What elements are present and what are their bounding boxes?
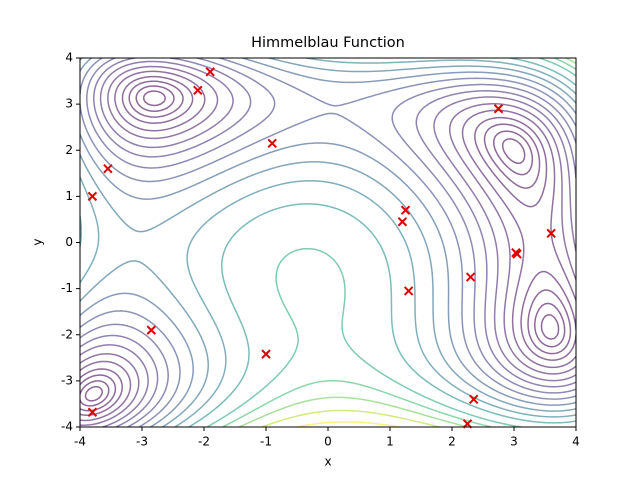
y-tick-label: -4 <box>61 420 73 434</box>
contour-line <box>80 70 576 422</box>
scatter-marker <box>146 325 157 335</box>
scatter-marker <box>205 67 215 77</box>
contour-line <box>238 58 576 427</box>
x-tick-label: -2 <box>198 435 210 449</box>
x-tick-label: -4 <box>74 435 86 449</box>
contour-line <box>80 85 566 407</box>
x-tick-label: 2 <box>448 435 456 449</box>
contour-line <box>84 90 560 402</box>
x-tick-label: 0 <box>324 435 332 449</box>
y-axis-label: y <box>31 238 45 245</box>
contour-line <box>80 58 576 427</box>
scatter-marker <box>546 228 556 238</box>
scatter-marker <box>103 163 113 174</box>
contour-line <box>80 58 576 427</box>
y-tick-label: -2 <box>61 327 73 341</box>
contour-line <box>221 58 576 427</box>
scatter-marker <box>193 85 203 95</box>
scatter-marker <box>261 349 271 359</box>
y-tick-label: 0 <box>65 235 73 249</box>
contour-line <box>296 421 401 427</box>
scatter-marker <box>267 138 277 149</box>
contour-line <box>80 80 572 412</box>
y-tick-label: 1 <box>65 189 73 203</box>
y-tick-label: -3 <box>61 373 73 387</box>
x-tick-label: 1 <box>386 435 394 449</box>
scatter-marker <box>403 286 414 296</box>
scatter-marker <box>400 205 411 215</box>
x-tick-label: 3 <box>510 435 518 449</box>
contour-line <box>80 65 576 427</box>
y-tick-label: 4 <box>65 51 73 65</box>
x-tick-label: 4 <box>572 435 580 449</box>
chart-title: Himmelblau Function <box>251 35 405 51</box>
scatter-marker <box>397 217 408 227</box>
contour-line <box>261 409 441 427</box>
scatter-marker <box>465 272 476 282</box>
contour-line <box>80 58 576 427</box>
scatter-marker <box>87 407 98 417</box>
y-tick-label: -1 <box>61 281 73 295</box>
contour-line <box>80 60 576 427</box>
x-tick-label: -3 <box>136 435 148 449</box>
scatter-marker <box>511 247 521 258</box>
contour-line <box>80 75 576 416</box>
scatter-marker <box>462 419 473 429</box>
y-tick-label: 2 <box>65 143 73 157</box>
contours <box>80 58 576 427</box>
scatter-marker <box>87 191 98 202</box>
scatter-marker <box>468 394 479 405</box>
y-tick-label: 3 <box>65 97 73 111</box>
x-axis-label: x <box>324 455 331 469</box>
x-tick-label: -1 <box>260 435 272 449</box>
scatter-marker <box>493 104 504 114</box>
